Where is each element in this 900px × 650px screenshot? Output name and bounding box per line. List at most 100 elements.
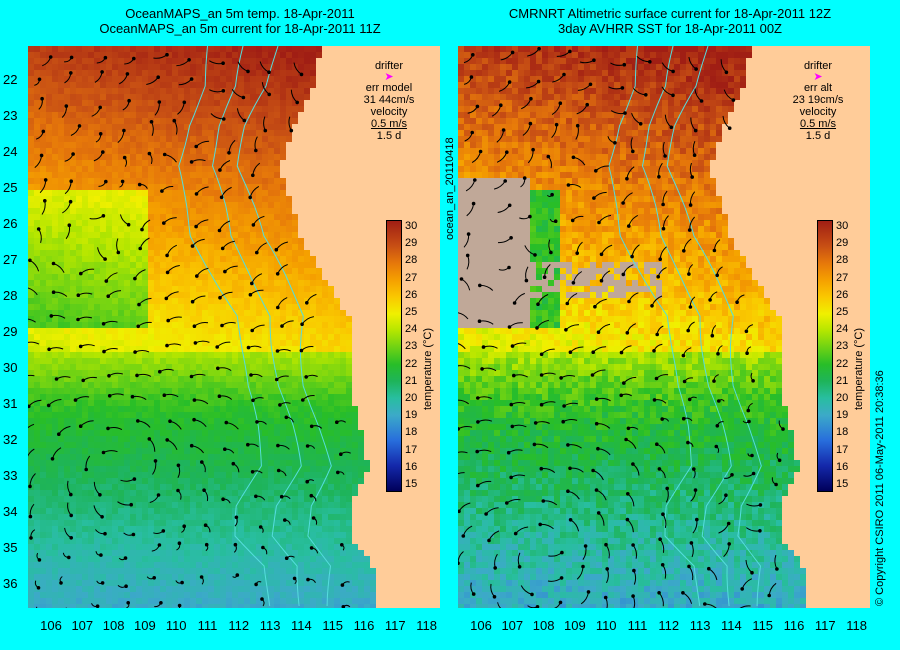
current-arrow-head <box>193 341 198 345</box>
current-arrow-head <box>682 249 686 253</box>
colorbar-tick-label: 25 <box>405 306 418 318</box>
current-arrow-head <box>305 479 310 484</box>
current-arrow-head <box>622 381 626 385</box>
current-arrow-head <box>631 543 635 547</box>
current-arrow-head <box>501 128 506 132</box>
current-arrow-head <box>657 467 662 471</box>
current-arrow-head <box>301 398 305 402</box>
current-arrow-head <box>69 179 73 183</box>
current-arrow-head <box>688 203 693 207</box>
current-arrow-head <box>106 426 110 431</box>
current-arrow-head <box>340 543 344 547</box>
current-arrow-head <box>539 466 544 471</box>
lon-tick-label: 114 <box>291 618 312 633</box>
current-arrow-head <box>37 77 42 82</box>
current-arrow-head <box>54 377 59 381</box>
current-arrow-head <box>251 398 255 403</box>
current-arrow-head <box>305 444 310 448</box>
current-arrow-head <box>36 227 41 231</box>
current-arrow-head <box>165 52 169 57</box>
current-arrow-head <box>735 300 739 304</box>
current-arrow-head <box>568 518 573 522</box>
current-arrow-head <box>140 227 144 232</box>
current-arrow-head <box>658 537 662 541</box>
colorbar-tick-label: 21 <box>836 374 849 387</box>
current-arrow-head <box>136 419 140 423</box>
current-arrow-head <box>138 246 142 251</box>
current-arrow-head <box>693 128 698 133</box>
current-arrow <box>458 343 466 350</box>
current-arrow-head <box>335 420 339 425</box>
current-arrow-head <box>507 203 512 208</box>
lat-tick-label: 30 <box>3 360 18 375</box>
right-legend-velocity-value: 0.5 m/s <box>799 118 837 130</box>
current-arrow-head <box>69 513 73 518</box>
current-arrow-head <box>40 96 44 101</box>
current-arrow-head <box>102 349 106 354</box>
current-arrow-head <box>246 345 251 350</box>
left-title-line1: OceanMAPS_an 5m temp. 18-Apr-2011 <box>125 6 355 21</box>
current-arrow-head <box>98 132 103 136</box>
current-arrow-head <box>777 458 782 463</box>
colorbar-tick-label: 30 <box>405 220 418 232</box>
current-arrow-head <box>538 522 542 527</box>
current-arrow-head <box>717 399 721 403</box>
bathymetry-contour <box>608 46 701 607</box>
current-arrow-head <box>560 550 564 555</box>
current-arrow-head <box>159 601 163 605</box>
current-arrow-head <box>654 376 659 381</box>
current-arrow-head <box>279 494 284 499</box>
current-arrow-head <box>220 246 225 251</box>
current-arrow-head <box>126 601 130 605</box>
current-arrow-head <box>339 452 343 457</box>
current-arrow-head <box>162 221 166 225</box>
current-arrow-head <box>43 199 47 203</box>
current-arrow-head <box>630 254 634 259</box>
current-arrow-head <box>250 328 254 333</box>
lon-tick-label: 113 <box>259 618 281 633</box>
current-arrow-head <box>585 102 589 107</box>
current-arrow-head <box>309 546 314 550</box>
current-arrow-head <box>242 118 247 123</box>
current-arrow-head <box>509 475 513 480</box>
current-arrow-head <box>299 72 304 77</box>
lon-tick-label: 106 <box>40 618 62 633</box>
current-arrow-head <box>708 298 712 302</box>
current-arrow <box>497 602 502 608</box>
current-arrow-head <box>216 366 220 371</box>
current-arrow-head <box>57 432 61 437</box>
current-arrow-head <box>594 488 599 492</box>
current-arrow-head <box>528 214 532 219</box>
current-arrow-head <box>592 196 596 200</box>
current-arrow-head <box>157 100 162 104</box>
current-arrow-head <box>542 275 547 279</box>
current-arrow-head <box>625 176 629 181</box>
current-arrow-head <box>73 398 78 402</box>
current-arrow-head <box>568 49 572 54</box>
current-arrow-head <box>64 104 69 108</box>
current-arrow-head <box>481 345 486 349</box>
current-arrow-head <box>156 75 160 79</box>
current-arrow-head <box>59 581 63 585</box>
current-arrow-head <box>189 160 194 164</box>
current-arrow-head <box>533 253 537 257</box>
current-arrow-head <box>561 419 565 424</box>
current-arrow-head <box>100 515 104 519</box>
current-arrow-head <box>566 183 571 187</box>
colorbar-tick-label: 24 <box>836 323 849 336</box>
current-arrow-head <box>687 564 691 569</box>
colorbar-tick-label: 28 <box>405 254 418 267</box>
current-arrow-head <box>103 257 107 261</box>
current-arrow-head <box>98 493 102 497</box>
current-arrow-head <box>255 420 259 424</box>
lon-tick-label: 108 <box>102 618 125 633</box>
current-arrow-head <box>681 416 686 421</box>
colorbar-tick-label: 18 <box>836 426 849 439</box>
left-legend-duration: 1.5 d <box>376 130 402 142</box>
current-arrow-head <box>605 567 609 571</box>
current-arrow-head <box>280 324 284 328</box>
current-arrow-head <box>135 373 139 378</box>
current-arrow-head <box>466 232 471 236</box>
current-arrow-head <box>536 302 540 307</box>
current-arrow-head <box>475 449 479 454</box>
